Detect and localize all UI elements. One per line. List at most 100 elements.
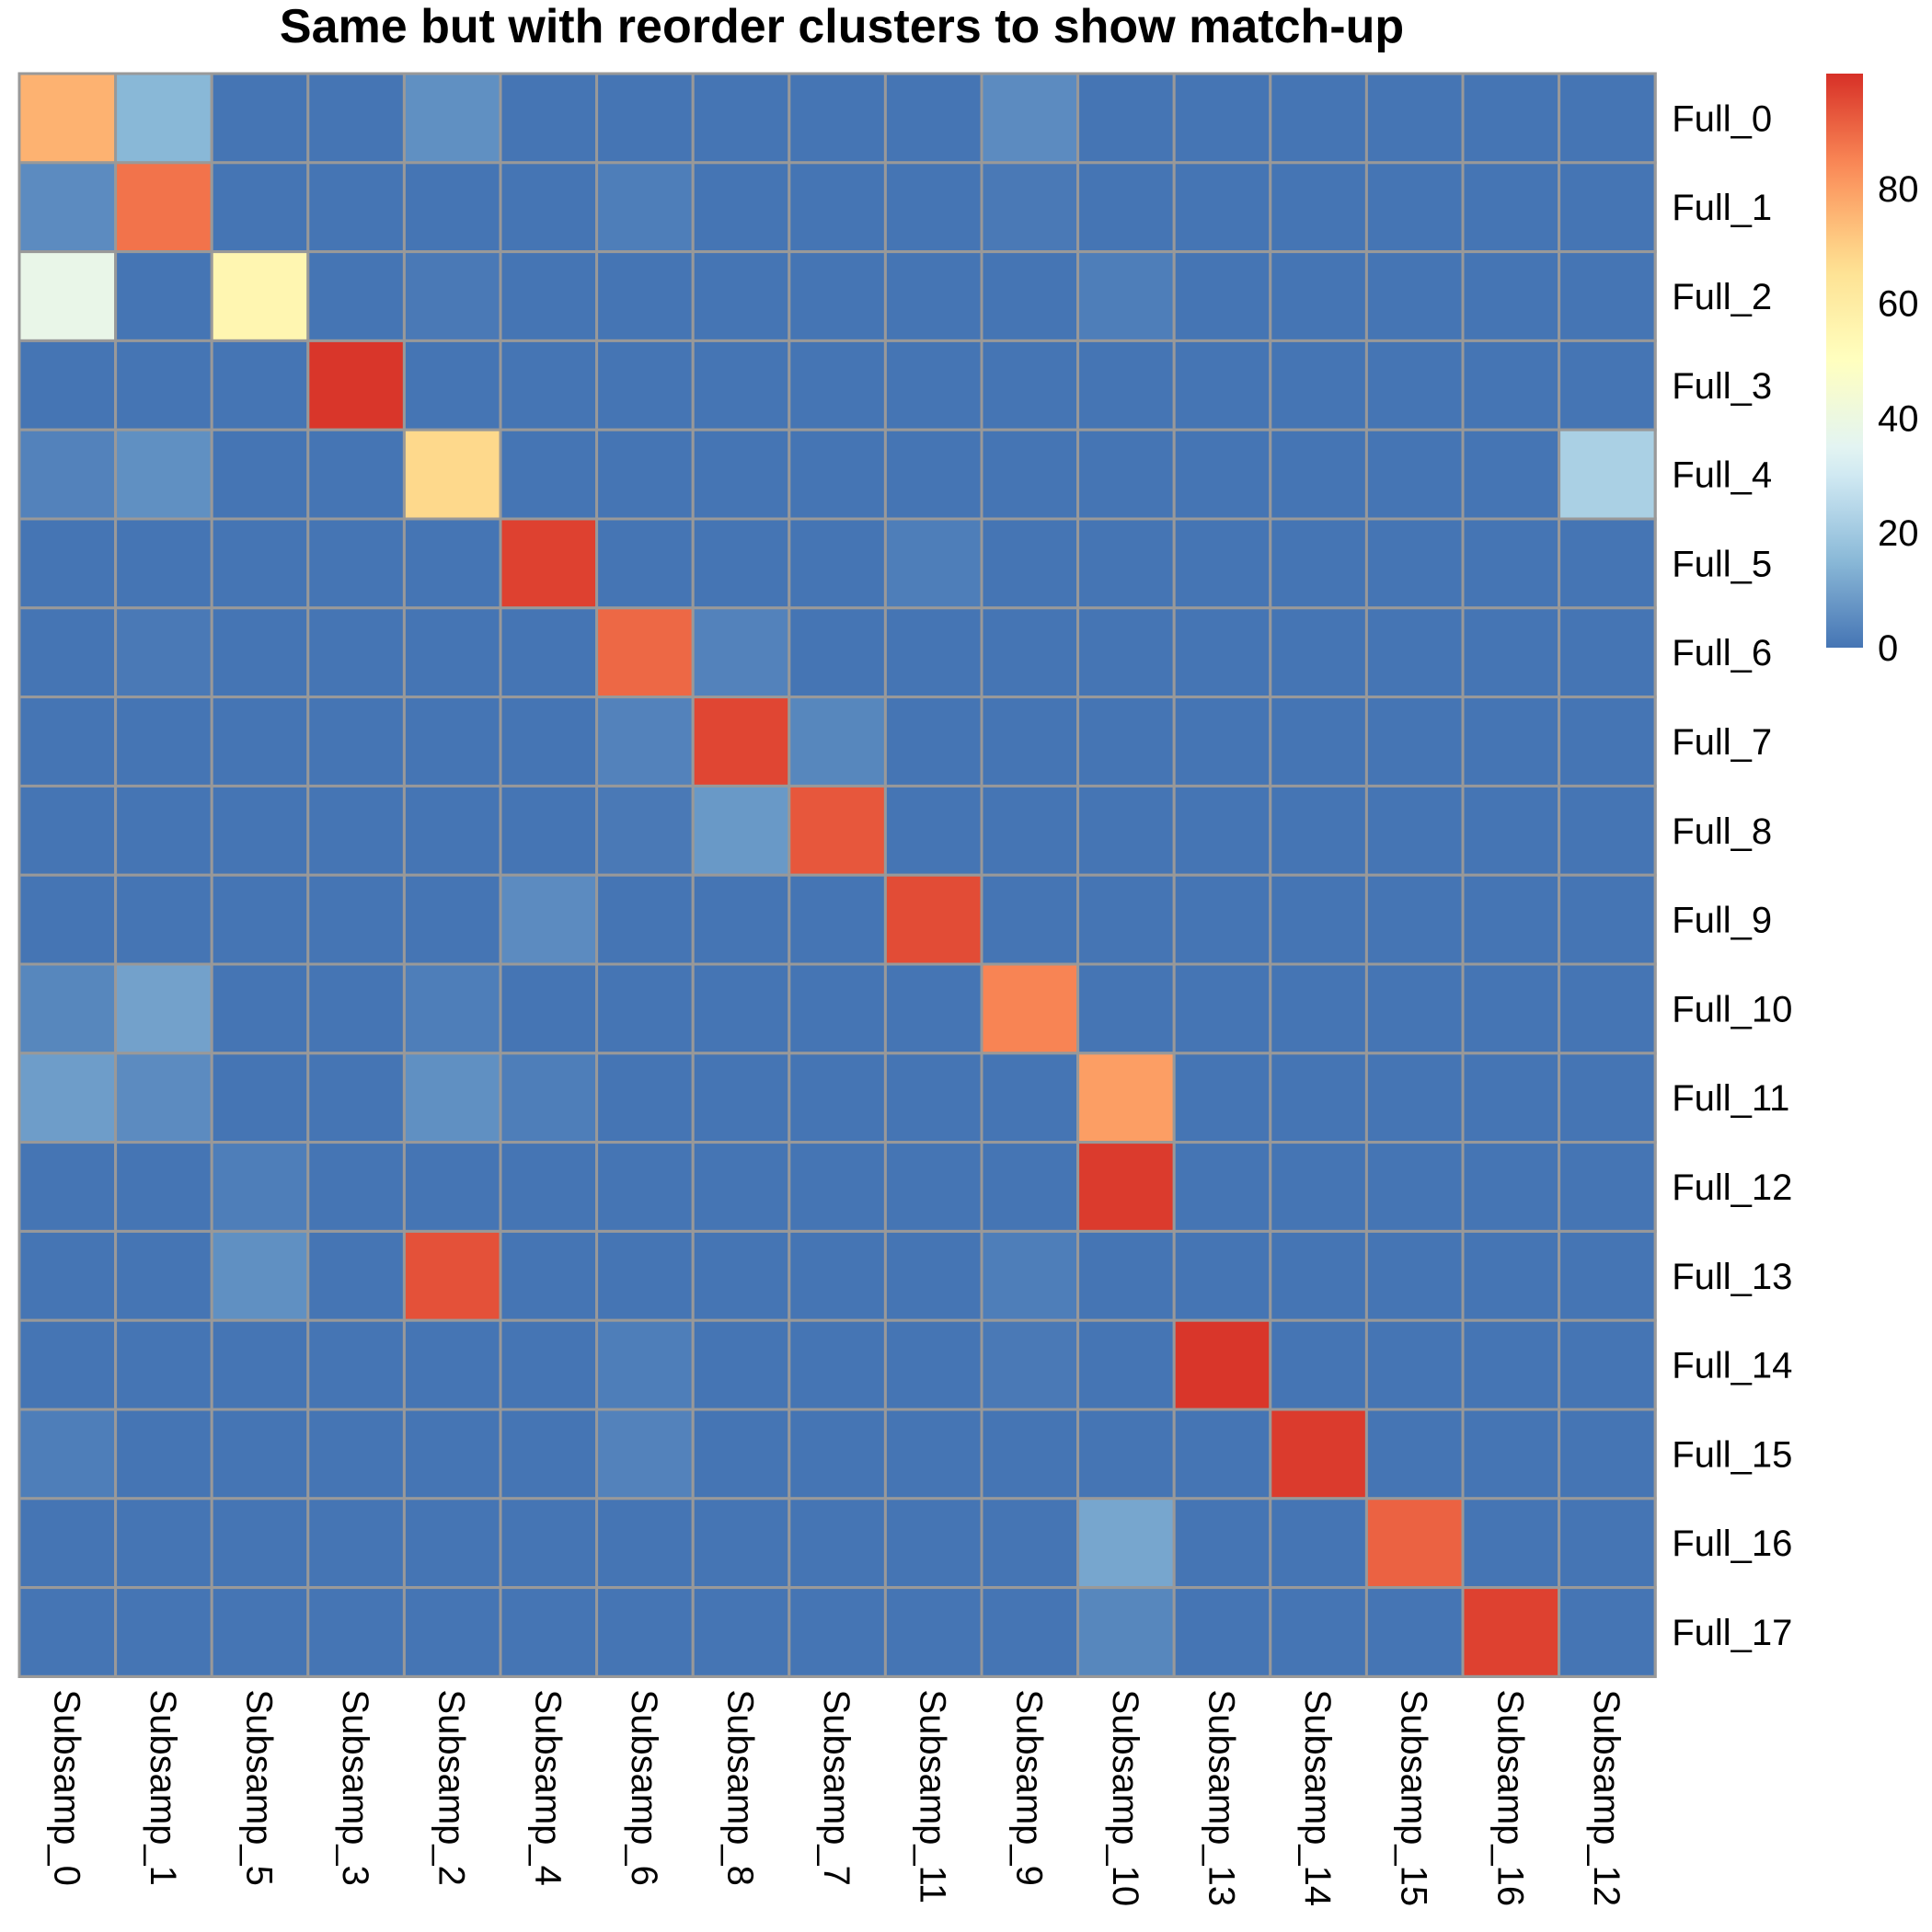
heatmap-cell bbox=[595, 696, 695, 788]
column-label: Subsamp_3 bbox=[335, 1689, 375, 1885]
heatmap-cell bbox=[1364, 1229, 1465, 1322]
heatmap-cell bbox=[1461, 1229, 1561, 1322]
heatmap-cell bbox=[1558, 962, 1657, 1055]
heatmap-cell bbox=[114, 606, 213, 699]
heatmap-cell bbox=[1076, 339, 1176, 431]
heatmap-cell bbox=[306, 784, 406, 877]
heatmap-cell bbox=[1461, 1408, 1561, 1501]
column-labels: Subsamp_0 Subsamp_1 Subsamp_5 Subsamp_3 Subs… bbox=[46, 1689, 1627, 1906]
heatmap-cell bbox=[883, 1586, 983, 1678]
heatmap-cell bbox=[402, 1052, 502, 1144]
heatmap-cell bbox=[1172, 1318, 1272, 1411]
heatmap-cell bbox=[1558, 784, 1657, 877]
legend-tick-label: 40 bbox=[1878, 398, 1919, 439]
heatmap-cell bbox=[17, 784, 118, 877]
row-label: Full_10 bbox=[1672, 989, 1792, 1029]
heatmap-cell bbox=[499, 72, 599, 165]
row-label: Full_0 bbox=[1672, 98, 1772, 139]
heatmap-cell bbox=[402, 1229, 502, 1322]
heatmap-cell bbox=[1076, 1318, 1176, 1411]
row-label: Full_5 bbox=[1672, 544, 1772, 584]
heatmap-cell bbox=[17, 250, 118, 342]
heatmap-cell bbox=[17, 1229, 118, 1322]
column-label: Subsamp_8 bbox=[720, 1689, 761, 1885]
heatmap-cell bbox=[1076, 250, 1176, 342]
heatmap-cell bbox=[1269, 72, 1368, 165]
heatmap-cell bbox=[595, 1052, 695, 1144]
heatmap-cell bbox=[499, 1408, 599, 1501]
heatmap-cell bbox=[691, 1229, 791, 1322]
row-label: Full_7 bbox=[1672, 722, 1772, 763]
heatmap-cell bbox=[306, 1052, 406, 1144]
heatmap-cell bbox=[114, 161, 213, 254]
heatmap-cell bbox=[1364, 1141, 1465, 1233]
heatmap-cell bbox=[691, 962, 791, 1055]
heatmap-cell bbox=[1076, 1586, 1176, 1678]
heatmap-cell bbox=[210, 1586, 310, 1678]
heatmap-cell bbox=[402, 1408, 502, 1501]
row-label: Full_6 bbox=[1672, 633, 1772, 673]
heatmap-cell bbox=[980, 250, 1080, 342]
heatmap-cell bbox=[114, 1408, 213, 1501]
heatmap-cell bbox=[1172, 339, 1272, 431]
heatmap-cell bbox=[1269, 873, 1368, 966]
heatmap-cell bbox=[306, 1141, 406, 1233]
heatmap-cell bbox=[1364, 1586, 1465, 1678]
heatmap-cell bbox=[306, 428, 406, 521]
heatmap-cell bbox=[595, 339, 695, 431]
heatmap-cell bbox=[210, 1497, 310, 1590]
chart-title: Same but with reorder clusters to show m… bbox=[280, 0, 1404, 53]
heatmap-cell bbox=[210, 339, 310, 431]
heatmap-cell bbox=[788, 339, 887, 431]
heatmap-cell bbox=[788, 161, 887, 254]
column-label: Subsamp_4 bbox=[527, 1689, 568, 1885]
heatmap-cell bbox=[1558, 1497, 1657, 1590]
heatmap-cell bbox=[883, 1497, 983, 1590]
heatmap-cell bbox=[691, 72, 791, 165]
column-label: Subsamp_11 bbox=[913, 1689, 953, 1903]
heatmap-cell bbox=[691, 428, 791, 521]
heatmap-cell bbox=[883, 696, 983, 788]
color-legend: 0 20 40 60 80 bbox=[1826, 74, 1919, 669]
heatmap-cell bbox=[402, 1318, 502, 1411]
heatmap-cell bbox=[1076, 517, 1176, 610]
heatmap-cell bbox=[980, 517, 1080, 610]
heatmap-cell bbox=[1269, 1052, 1368, 1144]
heatmap-cell bbox=[499, 1586, 599, 1678]
heatmap-cell bbox=[1558, 161, 1657, 254]
heatmap-cell bbox=[1076, 962, 1176, 1055]
heatmap-cell bbox=[210, 250, 310, 342]
heatmap-cell bbox=[306, 250, 406, 342]
heatmap-cell bbox=[1364, 606, 1465, 699]
heatmap-cell bbox=[114, 962, 213, 1055]
heatmap-cell bbox=[402, 339, 502, 431]
heatmap-cell bbox=[1461, 696, 1561, 788]
heatmap-cell bbox=[17, 962, 118, 1055]
heatmap-cell bbox=[17, 873, 118, 966]
heatmap-cell bbox=[402, 161, 502, 254]
heatmap-cell bbox=[499, 250, 599, 342]
heatmap-cell bbox=[402, 428, 502, 521]
heatmap-cell bbox=[595, 1497, 695, 1590]
heatmap-cell bbox=[788, 1318, 887, 1411]
heatmap-cell bbox=[499, 161, 599, 254]
heatmap-cell bbox=[1076, 606, 1176, 699]
heatmap-cell bbox=[691, 517, 791, 610]
heatmap-cell bbox=[499, 606, 599, 699]
heatmap-cell bbox=[1269, 606, 1368, 699]
heatmap-cell bbox=[883, 339, 983, 431]
heatmap-cell bbox=[1461, 1318, 1561, 1411]
heatmap-cell bbox=[402, 517, 502, 610]
heatmap-cell bbox=[114, 1497, 213, 1590]
row-label: Full_2 bbox=[1672, 277, 1772, 317]
row-label: Full_1 bbox=[1672, 188, 1772, 228]
heatmap-cell bbox=[980, 72, 1080, 165]
heatmap-cell bbox=[306, 517, 406, 610]
heatmap-cell bbox=[499, 1229, 599, 1322]
heatmap-cell bbox=[402, 606, 502, 699]
column-label: Subsamp_5 bbox=[239, 1689, 280, 1885]
heatmap-cell bbox=[1364, 1408, 1465, 1501]
heatmap-cell bbox=[1269, 1497, 1368, 1590]
heatmap-cell bbox=[980, 1052, 1080, 1144]
heatmap-cell bbox=[883, 250, 983, 342]
